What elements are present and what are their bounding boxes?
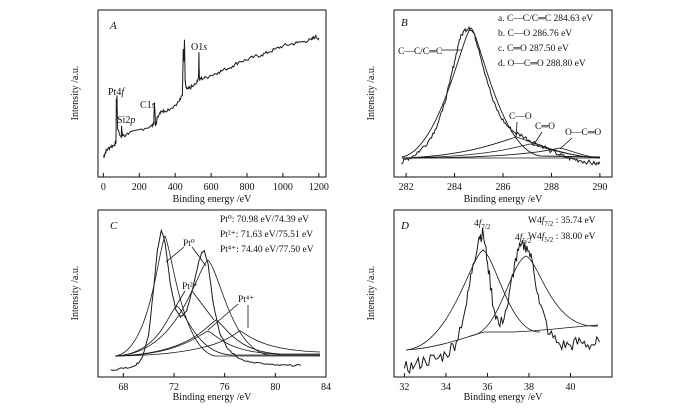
panel-c-x-label: Binding energy /eV [173, 392, 252, 403]
fit-component-o-c-double-o [401, 147, 601, 159]
peak-label-c1s: C1s [140, 100, 156, 111]
panel-a-x-ticks: 0 200 400 600 800 1000 1200 [101, 173, 329, 193]
panel-c-x-tick-label: 68 [118, 382, 128, 393]
peak-label-o-c-double-o: O—C═O [565, 128, 601, 138]
fit-pt2-4f5 [114, 319, 320, 357]
panel-c-x-tick-label: 72 [169, 382, 179, 393]
fit-pt4-4f5 [114, 330, 321, 357]
peak-label-pt2: Pt²⁺ [182, 282, 198, 292]
panel-b-x-tick-label: 288 [544, 182, 559, 193]
legend-c-pt2: Pt²⁺: 71.63 eV/75.51 eV [220, 230, 313, 240]
panel-b-x-tick-label: 290 [592, 182, 607, 193]
panel-b-y-label: Intensity /a.u. [366, 66, 377, 121]
panel-d-x-tick-label: 38 [524, 382, 534, 393]
panel-a-y-label: Intensity /a.u. [70, 66, 81, 121]
peak-label-si2p: Si2p [117, 115, 135, 126]
panel-a: A 0 200 400 600 800 1000 1200 Pt4f Si2p C1s O1… [70, 9, 329, 205]
panel-a-x-tick-label: 200 [132, 182, 147, 193]
panel-c-x-tick-label: 80 [270, 382, 280, 393]
panel-d-x-tick-label: 34 [441, 382, 451, 393]
panel-a-survey-line [102, 33, 320, 159]
peak-label-cc: C—C/C═C [398, 47, 442, 57]
panel-b-x-tick-label: 284 [447, 182, 462, 193]
panel-c-frame [97, 209, 327, 378]
panel-a-x-tick-label: 0 [101, 182, 106, 193]
panel-b-x-tick-label: 282 [399, 182, 414, 193]
fit-component-co [401, 136, 601, 159]
arrow-co [515, 121, 518, 138]
fit-pt0-4f7 [114, 235, 320, 357]
fit-pt0-4f5 [114, 259, 320, 357]
panel-a-x-tick-label: 600 [204, 182, 219, 193]
panel-c-x-tick-label: 84 [321, 382, 331, 393]
panel-b-x-label: Binding energy /eV [464, 194, 543, 205]
fit-component-cc [401, 27, 601, 158]
panel-b-x-tick-label: 286 [496, 182, 511, 193]
panel-d-frame [393, 209, 613, 378]
legend-b-c: c. C═O 287.50 eV [498, 44, 569, 54]
panel-d-x-tick-label: 32 [399, 382, 409, 393]
panel-c-x-tick-label: 76 [220, 382, 230, 393]
fit-pt4-4f7 [114, 330, 281, 357]
arrow-c-double-o [532, 131, 543, 147]
panel-a-x-tick-label: 400 [168, 182, 183, 193]
arrow-pt0-left [165, 246, 185, 263]
panel-c: C 68 72 76 80 84 Pt⁰: 70.98 eV/74.39 eV Pt²⁺… [70, 209, 331, 403]
panel-a-letter: A [109, 20, 117, 32]
panel-c-x-ticks: 68 72 76 80 84 [118, 373, 331, 393]
panel-b-letter: B [401, 17, 408, 29]
panel-b-c1s-spectrum [401, 26, 601, 166]
peak-label-o1s: O1s [191, 42, 207, 53]
panel-d-x-tick-label: 40 [565, 382, 575, 393]
panel-c-y-label: Intensity /a.u. [70, 266, 81, 321]
fit-pt2-4f7 [114, 305, 320, 357]
peak-label-pt4: Pt⁴⁺ [238, 295, 254, 305]
panel-d-x-tick-label: 36 [482, 382, 492, 393]
arrow-pt2-left [175, 290, 186, 307]
legend-d-f72: W4f7/2 : 35.74 eV [528, 215, 596, 228]
panel-d-x-ticks: 32 34 36 38 40 [399, 373, 575, 393]
panel-d: D 32 34 36 38 40 W4f7/2 : 35.74 eV W4f5/2 : … [366, 209, 613, 403]
panel-d-letter: D [400, 220, 409, 232]
panel-a-frame [97, 9, 327, 178]
fit-w4f7 [405, 249, 541, 351]
legend-b-b: b. C—O 286.76 eV [498, 29, 572, 39]
panel-b-x-ticks: 282 284 286 288 290 [399, 173, 607, 193]
legend-d-f52: W4f5/2 : 38.00 eV [528, 231, 596, 244]
fit-component-c-double-o [401, 143, 601, 159]
panel-b: B 282 284 286 288 290 a. C—C/C═C 284.63 eV b… [366, 9, 613, 205]
panel-a-x-label: Binding energy /eV [173, 194, 252, 205]
panel-a-x-tick-label: 1000 [273, 182, 293, 193]
arrow-pt4-left [207, 303, 239, 331]
arrow-pt0-right [191, 246, 207, 267]
arrow-o-c-double-o [559, 137, 573, 150]
panel-c-pt4f-spectrum [110, 228, 301, 371]
panel-a-x-tick-label: 800 [240, 182, 255, 193]
peak-label-4f72: 4f7/2 [474, 218, 491, 231]
panel-c-letter: C [110, 220, 118, 232]
legend-b-a: a. C—C/C═C 284.63 eV [498, 14, 593, 24]
panel-d-y-label: Intensity /a.u. [366, 266, 377, 321]
peak-label-pt0: Pt⁰ [183, 239, 195, 249]
legend-c-pt4: Pt⁴⁺: 74.40 eV/77.50 eV [220, 245, 314, 255]
peak-label-pt4f: Pt4f [108, 87, 125, 98]
fit-baseline-d [405, 324, 599, 351]
legend-b-d: d. O—C═O 288.80 eV [498, 59, 586, 69]
peak-label-co: C—O [509, 112, 532, 122]
panel-a-x-tick-label: 1200 [309, 182, 329, 193]
panel-d-x-label: Binding energy /eV [464, 392, 543, 403]
legend-c-pt0: Pt⁰: 70.98 eV/74.39 eV [220, 215, 309, 225]
arrow-pt2-right [191, 290, 215, 321]
fit-w4f5 [469, 255, 599, 337]
panel-d-w4f-spectrum [403, 227, 600, 375]
peak-label-c-double-o: C═O [535, 122, 555, 132]
